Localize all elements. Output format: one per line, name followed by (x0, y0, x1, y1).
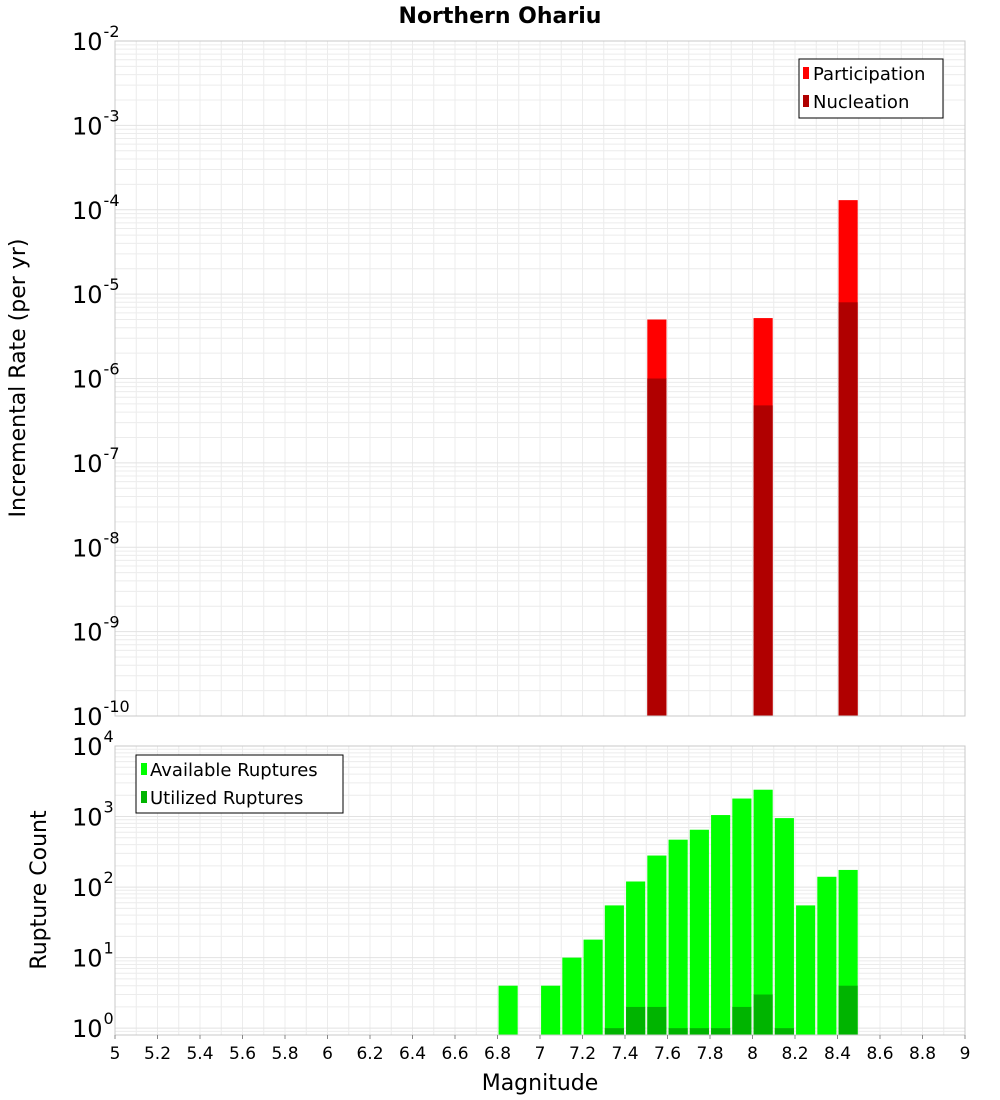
available-ruptures-bar (583, 939, 603, 1035)
x-tick-label: 6.4 (399, 1044, 426, 1064)
utilized-ruptures-bar (732, 1006, 752, 1035)
bottom-legend: Available Ruptures Utilized Ruptures (135, 754, 344, 814)
utilized-ruptures-bar (689, 1028, 709, 1035)
x-tick-label: 8.6 (866, 1044, 893, 1064)
available-ruptures-bar (817, 876, 837, 1035)
top-y-ticks: 10-10 10-9 10-8 10-7 10-6 10-5 10-4 10-3 10-2 (72, 22, 130, 731)
available-ruptures-bar (498, 985, 518, 1035)
legend-nucleation-swatch (803, 95, 809, 107)
x-tick-label: 7.4 (611, 1044, 638, 1064)
y-tick-label: 10-6 (72, 360, 120, 394)
legend-nucleation-label: Nucleation (813, 92, 909, 113)
y-tick-label: 10-9 (72, 613, 120, 647)
top-y-axis-label: Incremental Rate (per yr) (6, 239, 31, 518)
y-tick-label: 10-5 (72, 275, 120, 309)
legend-participation-swatch (803, 67, 809, 79)
top-plot-frame (114, 40, 966, 717)
nucleation-bar (647, 378, 667, 716)
top-legend: Participation Nucleation (798, 58, 944, 119)
legend-utilized-swatch (141, 791, 147, 803)
y-tick-label: 100 (72, 1009, 114, 1043)
y-tick-label: 10-3 (72, 106, 120, 140)
utilized-ruptures-bar (711, 1028, 731, 1035)
y-tick-label: 101 (72, 939, 114, 973)
x-tick-label: 9 (960, 1044, 971, 1064)
x-tick-label: 6.8 (484, 1044, 511, 1064)
legend-utilized-label: Utilized Ruptures (150, 788, 303, 809)
utilized-ruptures-bar (753, 994, 773, 1035)
x-tick-label: 7.2 (569, 1044, 596, 1064)
legend-available-swatch (141, 763, 147, 775)
x-tick-label: 7.8 (696, 1044, 723, 1064)
x-tick-label: 5.6 (229, 1044, 256, 1064)
x-ticks: 5 5.2 5.4 5.6 5.8 6 6.2 6.4 6.6 6.8 7 7.2 7.4 7.6 7.8 8… (110, 1035, 971, 1064)
available-ruptures-bar (689, 829, 709, 1035)
available-ruptures-bar (604, 905, 624, 1035)
x-tick-label: 8 (747, 1044, 758, 1064)
x-tick-label: 8.2 (781, 1044, 808, 1064)
x-tick-label: 7 (535, 1044, 546, 1064)
x-tick-label: 8.8 (909, 1044, 936, 1064)
x-tick-label: 5.4 (186, 1044, 213, 1064)
available-ruptures-bar (541, 985, 561, 1035)
utilized-ruptures-bar (838, 985, 858, 1035)
y-tick-label: 10-10 (72, 697, 130, 731)
x-tick-label: 6 (322, 1044, 333, 1064)
x-tick-label: 5.2 (144, 1044, 171, 1064)
bottom-y-ticks: 100 101 102 103 104 (72, 727, 114, 1043)
x-tick-label: 6.6 (441, 1044, 468, 1064)
x-axis-label: Magnitude (482, 1071, 599, 1096)
y-tick-label: 103 (72, 798, 114, 832)
y-tick-label: 10-2 (72, 22, 120, 56)
top-panel: 10-10 10-9 10-8 10-7 10-6 10-5 10-4 10-3 10-2 In… (6, 22, 966, 731)
y-tick-label: 104 (72, 727, 114, 761)
legend-participation-label: Participation (813, 64, 925, 85)
y-tick-label: 10-4 (72, 191, 120, 225)
top-grid (114, 40, 966, 717)
chart-title: Northern Ohariu (399, 4, 602, 29)
available-ruptures-bar (668, 839, 688, 1035)
bottom-panel: 100 101 102 103 104 Rupture Count Available … (27, 727, 970, 1096)
available-ruptures-bar (796, 905, 816, 1035)
y-tick-label: 10-7 (72, 444, 120, 478)
available-ruptures-bar (732, 798, 752, 1035)
y-tick-label: 102 (72, 868, 114, 902)
available-ruptures-bar (647, 855, 667, 1035)
utilized-ruptures-bar (774, 1028, 794, 1035)
utilized-ruptures-bar (647, 1006, 667, 1035)
x-tick-label: 8.4 (824, 1044, 851, 1064)
available-ruptures-bar (626, 881, 646, 1035)
nucleation-bar (838, 302, 858, 716)
available-ruptures-bar (774, 818, 794, 1035)
nucleation-bar (753, 405, 773, 716)
utilized-ruptures-bar (668, 1028, 688, 1035)
y-tick-label: 10-8 (72, 528, 120, 562)
top-legend-box (798, 58, 944, 119)
x-tick-label: 5.8 (271, 1044, 298, 1064)
bottom-legend-box (135, 754, 344, 814)
top-bars (647, 200, 858, 716)
utilized-ruptures-bar (604, 1028, 624, 1035)
available-ruptures-bar (711, 815, 731, 1035)
available-ruptures-bar (562, 957, 582, 1035)
x-tick-label: 6.2 (356, 1044, 383, 1064)
bottom-y-axis-label: Rupture Count (27, 810, 52, 970)
x-tick-label: 7.6 (654, 1044, 681, 1064)
available-ruptures-bar (753, 789, 773, 1035)
legend-available-label: Available Ruptures (150, 760, 318, 781)
utilized-ruptures-bar (626, 1006, 646, 1035)
x-tick-label: 5 (110, 1044, 121, 1064)
bottom-bars (498, 789, 858, 1035)
